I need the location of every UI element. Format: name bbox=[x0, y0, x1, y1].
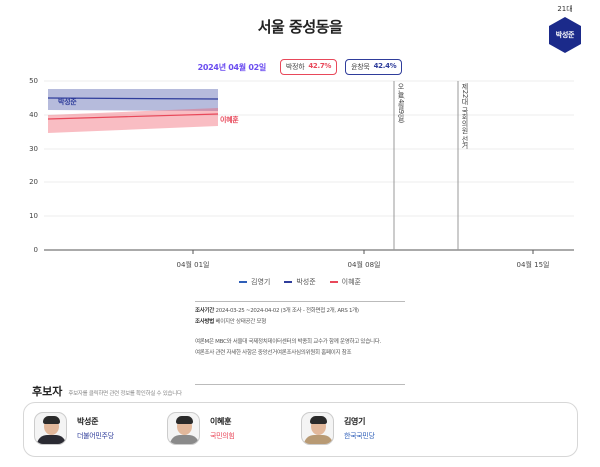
red-confidence-band bbox=[48, 108, 218, 133]
survey-method: 조사방법 베이지안 상태공간 모형 bbox=[195, 317, 405, 328]
legend-item[interactable]: 이혜훈 bbox=[329, 277, 361, 287]
method-value: 베이지안 상태공간 모형 bbox=[215, 319, 267, 325]
blue-confidence-band bbox=[48, 89, 218, 111]
candidate-card[interactable]: 김영기 한국국민당 bbox=[301, 412, 375, 445]
poll-summary: 2024년 04월 02일 박정하 42.7% 윤창묵 42.4% bbox=[0, 59, 600, 75]
candidate-party: 국민의힘 bbox=[210, 432, 235, 440]
page-title: 서울 중성동을 bbox=[257, 18, 343, 36]
survey-period: 조사기간 2024-03-25 ~2024-04-02 (3개 조사 - 전화면… bbox=[195, 306, 405, 317]
chip-pct: 42.7% bbox=[308, 62, 332, 70]
y-tick: 0 bbox=[33, 246, 38, 254]
x-tick: 04월 15일 bbox=[516, 261, 550, 269]
y-tick: 20 bbox=[29, 178, 38, 186]
y-tick: 10 bbox=[29, 212, 38, 220]
candidates-hint: 후보자를 클릭하면 관련 정보를 확인하실 수 있습니다 bbox=[68, 391, 182, 397]
legend-label: 박성준 bbox=[296, 278, 316, 286]
badge-term: 21대 bbox=[557, 5, 573, 13]
chart-legend: 김영기 박성준 이혜훈 bbox=[0, 277, 600, 287]
candidate-name: 박성준 bbox=[77, 417, 99, 426]
blue-series-line bbox=[47, 97, 219, 100]
hexagon-badge-icon: 박성준 bbox=[549, 17, 581, 53]
candidate-party: 더불어민주당 bbox=[77, 432, 114, 440]
candidate-party: 한국국민당 bbox=[344, 432, 375, 440]
y-tick: 50 bbox=[29, 77, 38, 85]
result-chip-blue: 윤창묵 42.4% bbox=[345, 59, 403, 75]
election-annotation: 제22대 국회의원 선거 bbox=[461, 83, 469, 149]
legend-label: 김영기 bbox=[251, 278, 271, 286]
method-label: 조사방법 bbox=[195, 319, 215, 325]
gridlines bbox=[44, 80, 574, 217]
badge-name: 박성준 bbox=[555, 31, 575, 39]
legend-swatch-icon bbox=[239, 281, 247, 283]
x-tick: 04월 08일 bbox=[347, 261, 381, 269]
y-tick: 40 bbox=[29, 111, 38, 119]
winner-badge: 21대 박성준 bbox=[545, 4, 585, 53]
legend-item[interactable]: 김영기 bbox=[239, 277, 270, 287]
note-line: 여론조사 관련 자세한 사항은 중앙선거여론조사심의위원회 홈페이지 참조 bbox=[195, 350, 352, 356]
candidate-card[interactable]: 이혜훈 국민의힘 bbox=[167, 412, 235, 445]
x-tick-marks bbox=[192, 250, 534, 254]
candidate-name: 김영기 bbox=[344, 417, 366, 426]
x-tick: 04월 01일 bbox=[176, 261, 210, 269]
candidate-name: 이혜훈 bbox=[210, 417, 232, 426]
chip-name: 박정하 bbox=[285, 63, 305, 71]
y-tick: 30 bbox=[29, 145, 38, 153]
period-label: 조사기간 bbox=[195, 308, 215, 314]
chip-pct: 42.4% bbox=[373, 62, 397, 70]
poll-trend-chart[interactable]: 50 40 30 20 10 0 04월 01일 04월 08일 04월 15일… bbox=[0, 75, 600, 285]
chip-name: 윤창묵 bbox=[351, 63, 370, 71]
survey-info: 조사기간 2024-03-25 ~2024-04-02 (3개 조사 - 전화면… bbox=[195, 301, 405, 385]
legend-swatch-icon bbox=[329, 281, 338, 283]
legend-item[interactable]: 박성준 bbox=[284, 277, 316, 287]
candidate-photo bbox=[34, 412, 67, 445]
legend-label: 이혜훈 bbox=[341, 278, 361, 286]
series-label-red: 이혜훈 bbox=[220, 116, 239, 124]
red-series-line bbox=[47, 113, 219, 120]
result-chip-red: 박정하 42.7% bbox=[279, 59, 338, 75]
candidate-card[interactable]: 박성준 더불어민주당 bbox=[34, 412, 114, 445]
series-label-blue: 박성준 bbox=[58, 98, 77, 106]
candidates-header: 후보자 후보자를 클릭하면 관련 정보를 확인하실 수 있습니다 bbox=[32, 383, 182, 399]
candidates-panel: 박성준 더불어민주당 이혜훈 국민의힘 김영기 한국국민당 bbox=[23, 402, 578, 457]
candidate-photo bbox=[167, 412, 200, 445]
candidate-photo bbox=[301, 412, 334, 445]
today-annotation: 오늘(4월9일) bbox=[397, 83, 405, 123]
legend-swatch-icon bbox=[284, 281, 293, 283]
poll-date: 2024년 04월 02일 bbox=[197, 62, 267, 72]
note-line: 여론M은 MBC와 서울대 국제정치데이터센터의 박종희 교수가 함께 운영하고… bbox=[195, 339, 381, 345]
candidates-heading: 후보자 bbox=[32, 385, 63, 398]
chart-plot-area bbox=[44, 80, 574, 254]
period-value: 2024-03-25 ~2024-04-02 (3개 조사 - 전화면접 2개,… bbox=[215, 308, 360, 314]
